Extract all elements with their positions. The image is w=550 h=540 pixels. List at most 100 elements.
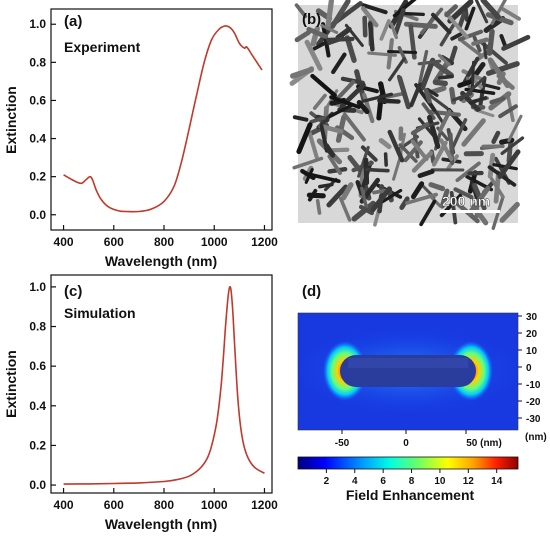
- nanorod: [470, 60, 476, 89]
- nanorod: [361, 3, 388, 15]
- nanorod: [296, 122, 313, 155]
- nanorod: [447, 0, 474, 24]
- nanorod: [292, 115, 309, 122]
- panel-c-xlabel: Wavelength (nm): [105, 516, 217, 532]
- nanorod: [362, 15, 368, 38]
- nanorod: [289, 66, 314, 79]
- nanorod: [310, 73, 337, 98]
- nanorod: [377, 98, 401, 104]
- nanorod: [419, 57, 436, 91]
- nanorod: [486, 28, 495, 56]
- nanorod: [474, 0, 489, 24]
- nanorod: [403, 21, 438, 29]
- nanorod: [405, 192, 438, 205]
- panel-c-series-line: [63, 285, 265, 485]
- nanorod: [312, 40, 328, 51]
- nanorod: [505, 92, 515, 123]
- nanorod-image: [289, 0, 531, 230]
- panel-b-label: (b): [302, 11, 321, 28]
- nanorod: [331, 52, 347, 75]
- nanorod: [438, 109, 452, 133]
- nanorod: [450, 118, 468, 151]
- colorbar-tick-label: 6: [380, 476, 386, 487]
- x-tick-label: 0: [403, 438, 409, 449]
- nanorod: [419, 199, 437, 227]
- nanorod: [326, 184, 349, 208]
- colorbar-tick-label: 2: [324, 476, 330, 487]
- nanorod: [410, 139, 429, 162]
- nanorod: [498, 104, 518, 119]
- nanorod: [460, 39, 483, 57]
- nanorod: [333, 1, 363, 25]
- nanorod: [488, 57, 510, 89]
- nanorod: [327, 154, 342, 175]
- y-tick-label: 1.0: [29, 17, 46, 31]
- panel-a-series-line: [63, 25, 263, 213]
- nanorod: [396, 74, 406, 91]
- panel-a-frame: [50, 8, 273, 231]
- nanorod: [351, 200, 376, 222]
- nanorod: [399, 11, 425, 17]
- x-tick-label: 1200: [251, 498, 278, 512]
- panel-d-label: (d): [302, 283, 321, 300]
- nanorod: [463, 151, 484, 157]
- nanorod: [457, 29, 484, 42]
- colorbar-tick-label: 4: [352, 476, 358, 487]
- nanorod: [388, 57, 406, 82]
- nanorod: [292, 156, 324, 170]
- nanorod: [367, 21, 375, 52]
- colorbar-tick-label: 8: [409, 476, 415, 487]
- nanorod: [360, 186, 369, 211]
- nanorod: [307, 172, 341, 184]
- nanorod: [421, 102, 436, 120]
- nanorod: [507, 114, 523, 143]
- nanorod: [437, 53, 451, 67]
- nanorod: [497, 149, 521, 179]
- nanorod: [399, 196, 410, 210]
- y-tick-label: -30: [526, 414, 541, 425]
- nanorod: [499, 34, 508, 48]
- nanorod: [451, 91, 473, 102]
- y-tick-label: 0.6: [29, 93, 46, 107]
- y-tick-label: 0.8: [29, 55, 46, 69]
- nanorod: [480, 0, 501, 20]
- nanorod: [500, 136, 525, 156]
- panel-c-frame: [50, 274, 273, 494]
- panel-c-ylabel: Extinction: [3, 350, 19, 418]
- panel-c-label: (c): [64, 283, 82, 300]
- nanorod: [335, 26, 352, 41]
- nanorod: [360, 145, 378, 162]
- nanorod: [409, 82, 422, 108]
- panel-c-y-ticks: 0.0 0.2 0.4 0.6 0.8 1.0: [29, 280, 56, 492]
- nanorod: [500, 6, 521, 21]
- nanorod: [357, 145, 370, 178]
- nanorod: [425, 87, 439, 98]
- nanorod: [361, 92, 394, 103]
- panel-a-xlabel: Wavelength (nm): [105, 253, 217, 269]
- panel-a-y-ticks: 0.0 0.2 0.4 0.6 0.8 1.0: [29, 17, 56, 222]
- nanorod: [304, 39, 323, 71]
- nanorod: [468, 96, 488, 105]
- nanorod: [378, 138, 392, 150]
- nanorod: [312, 93, 327, 110]
- x-tick-label: 800: [154, 498, 174, 512]
- y-tick-label: 0.2: [29, 170, 46, 184]
- nanorod: [365, 167, 390, 173]
- nanorod: [383, 152, 388, 167]
- nanorod: [432, 59, 451, 85]
- nanorod: [304, 168, 314, 184]
- nanorod: [309, 115, 326, 124]
- nanorod: [306, 192, 326, 199]
- y-tick-label: 0.0: [29, 208, 46, 222]
- nanorod: [482, 41, 488, 60]
- y-tick-label: 30: [526, 312, 538, 323]
- panel-c-annotation: Simulation: [64, 305, 136, 321]
- panel-a-annotation: Experiment: [64, 39, 141, 55]
- y-tick-label: 10: [526, 346, 538, 357]
- nanorod: [417, 169, 435, 179]
- nanorod: [392, 0, 417, 18]
- nanorod: [439, 138, 454, 161]
- nanorod: [444, 11, 470, 40]
- nanorod: [430, 168, 465, 172]
